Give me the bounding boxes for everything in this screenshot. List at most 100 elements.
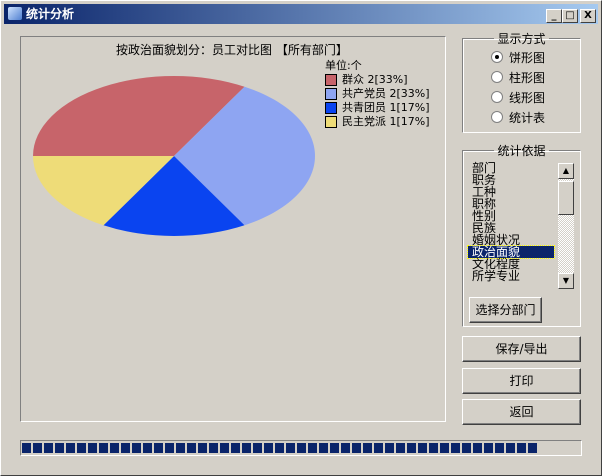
legend-label: 共产党员 2[33%]: [342, 87, 430, 100]
progress-segment: [44, 443, 53, 453]
list-item[interactable]: 工种: [472, 185, 497, 199]
progress-segment: [341, 443, 350, 453]
list-item[interactable]: 政治面貌: [467, 245, 555, 259]
list-item[interactable]: 文化程度: [472, 257, 521, 271]
progress-bar: [20, 440, 582, 456]
chart-legend: 单位:个 群众 2[33%] 共产党员 2[33%] 共青团员 1[17%] 民主党派…: [325, 59, 430, 129]
progress-segment: [99, 443, 108, 453]
list-item[interactable]: 所学专业: [472, 269, 521, 283]
list-item[interactable]: 性别: [472, 209, 497, 223]
progress-segment: [484, 443, 493, 453]
progress-segment: [231, 443, 240, 453]
progress-segment: [352, 443, 361, 453]
legend-swatch: [325, 116, 337, 128]
progress-segment: [374, 443, 383, 453]
progress-segment: [462, 443, 471, 453]
legend-label: 群众 2[33%]: [342, 73, 408, 86]
progress-segment: [121, 443, 130, 453]
progress-segment: [165, 443, 174, 453]
legend-item: 共青团员 1[17%]: [325, 101, 430, 115]
radio-option[interactable]: 饼形图: [463, 47, 580, 67]
window-title: 统计分析: [26, 7, 75, 21]
radio-label: 线形图: [509, 90, 546, 105]
legend-swatch: [325, 102, 337, 114]
progress-segment: [286, 443, 295, 453]
radio-option[interactable]: 统计表: [463, 107, 580, 127]
legend-item: 共产党员 2[33%]: [325, 87, 430, 101]
progress-segment: [110, 443, 119, 453]
radio-icon[interactable]: [491, 111, 503, 123]
scroll-thumb[interactable]: [558, 181, 574, 215]
progress-segment: [176, 443, 185, 453]
scrollbar[interactable]: ▲ ▼: [558, 163, 574, 289]
progress-segment: [132, 443, 141, 453]
list-item[interactable]: 职称: [472, 197, 497, 211]
save-export-button[interactable]: 保存/导出: [462, 336, 581, 362]
progress-segment: [242, 443, 251, 453]
progress-segment: [275, 443, 284, 453]
legend-label: 民主党派 1[17%]: [342, 115, 430, 128]
basis-group: 统计依据: [462, 142, 581, 327]
chart-title: 按政治面貌划分：员工对比图 【所有部门】: [116, 43, 348, 57]
progress-segment: [66, 443, 75, 453]
list-item[interactable]: 民族: [472, 221, 497, 235]
progress-segment: [473, 443, 482, 453]
progress-segment: [330, 443, 339, 453]
progress-segment: [429, 443, 438, 453]
progress-segment: [495, 443, 504, 453]
pie-slice-民主党派: [33, 156, 174, 226]
progress-segment: [506, 443, 515, 453]
list-item[interactable]: 婚姻状况: [472, 233, 521, 247]
progress-segment: [407, 443, 416, 453]
pie-slice-共青团员: [103, 156, 245, 236]
progress-segment: [385, 443, 394, 453]
radio-option[interactable]: 线形图: [463, 87, 580, 107]
chart-panel: [20, 36, 446, 422]
select-dept-button[interactable]: 选择分部门: [469, 297, 542, 323]
radio-label: 统计表: [509, 110, 546, 125]
progress-segment: [55, 443, 64, 453]
close-button[interactable]: X: [580, 9, 596, 23]
scroll-up-icon[interactable]: ▲: [558, 163, 574, 179]
legend-item: 民主党派 1[17%]: [325, 115, 430, 129]
display-mode-group: 显示方式 饼形图 柱形图 线形图 统计表: [462, 30, 581, 133]
radio-icon[interactable]: [491, 51, 503, 63]
radio-icon[interactable]: [491, 71, 503, 83]
progress-segment: [451, 443, 460, 453]
legend-swatch: [325, 88, 337, 100]
print-button[interactable]: 打印: [462, 368, 581, 394]
list-item[interactable]: 部门: [472, 161, 497, 175]
basis-list[interactable]: 部门 职务 工种 职称 性别 民族 婚姻状况 政治面貌 文化程度 所学专业 ▲ ▼: [467, 159, 575, 293]
radio-label: 柱形图: [509, 70, 546, 85]
progress-segment: [154, 443, 163, 453]
progress-segment: [198, 443, 207, 453]
minimize-button[interactable]: _: [546, 9, 562, 23]
list-item[interactable]: 职务: [472, 173, 497, 187]
app-icon: [8, 7, 22, 20]
progress-segment: [363, 443, 372, 453]
progress-segment: [396, 443, 405, 453]
progress-segment: [308, 443, 317, 453]
progress-segment: [220, 443, 229, 453]
radio-icon[interactable]: [491, 91, 503, 103]
basis-title: 统计依据: [497, 144, 546, 158]
progress-segment: [253, 443, 262, 453]
pie-chart: [33, 75, 315, 236]
progress-segment: [440, 443, 449, 453]
progress-segment: [22, 443, 31, 453]
progress-segment: [319, 443, 328, 453]
back-button[interactable]: 返回: [462, 399, 581, 425]
progress-segment: [297, 443, 306, 453]
maximize-button[interactable]: □: [562, 9, 578, 23]
progress-segment: [143, 443, 152, 453]
legend-swatch: [325, 74, 337, 86]
radio-label: 饼形图: [509, 50, 546, 65]
progress-segment: [209, 443, 218, 453]
radio-option[interactable]: 柱形图: [463, 67, 580, 87]
pie-slice-群众: [33, 75, 245, 156]
progress-segment: [187, 443, 196, 453]
legend-label: 共青团员 1[17%]: [342, 101, 430, 114]
unit-label: 单位:个: [325, 59, 362, 72]
progress-segment: [88, 443, 97, 453]
scroll-down-icon[interactable]: ▼: [558, 273, 574, 289]
